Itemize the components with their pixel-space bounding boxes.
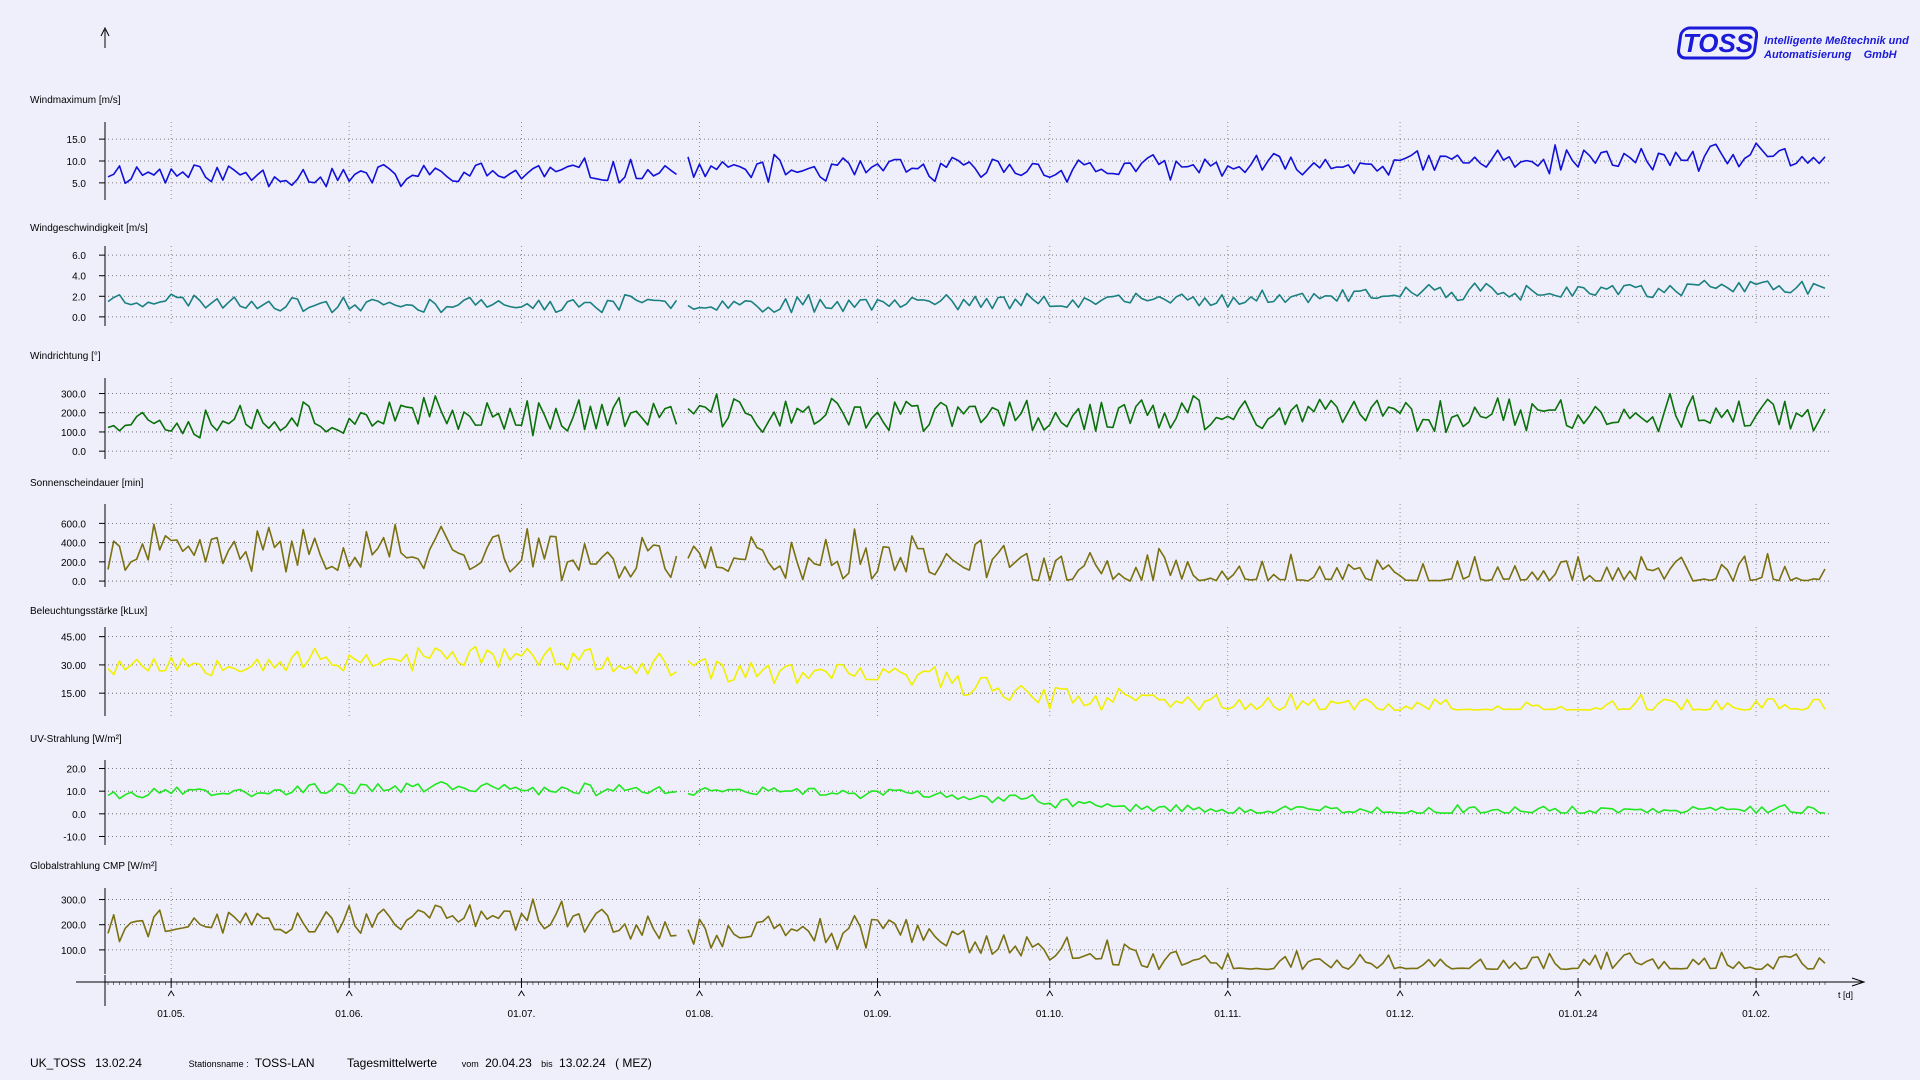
series-line-segment-1 — [107, 780, 677, 800]
x-axis-arrow-icon — [1851, 977, 1866, 987]
y-tick-label: 30.00 — [61, 661, 86, 672]
from-date: 20.04.23 — [485, 1056, 532, 1070]
y-tick-label: 15.00 — [61, 689, 86, 700]
logo-tagline: Intelligente Meßtechnik und Automatisier… — [1764, 34, 1909, 62]
series-line-segment-1 — [107, 523, 678, 582]
caret-up-icon — [167, 990, 175, 997]
footer-info: UK_TOSS 13.02.24 Stationsname : TOSS-LAN… — [30, 1056, 658, 1070]
caret-up-icon — [696, 990, 703, 997]
x-tick-label: 01.06. — [335, 1009, 363, 1020]
y-tick-label: 300.0 — [61, 390, 86, 401]
logo-brand: TOSS — [1683, 28, 1754, 58]
series-line-segment-1 — [107, 645, 677, 677]
x-tick-label: 01.10. — [1036, 1009, 1064, 1020]
caret-up-icon — [1396, 990, 1404, 997]
series-line-segment-2 — [687, 786, 1826, 814]
x-tick-label: 01.12. — [1386, 1009, 1414, 1020]
y-tick-label: 0.0 — [72, 447, 86, 458]
caret-up-icon — [874, 990, 881, 997]
logo-tagline-line2: Automatisierung GmbH — [1764, 49, 1897, 61]
y-tick-label: 10.0 — [67, 787, 87, 798]
to-date: 13.02.24 — [559, 1056, 606, 1070]
panel-title: Windmaximum [m/s] — [30, 95, 121, 106]
panel-6: UV-Strahlung [W/m²] -10.0 0.0 10.0 20.0 — [30, 734, 1832, 845]
panel-7: Globalstrahlung CMP [W/m²] 100.0 200.0 300.… — [30, 861, 1832, 974]
series-line-segment-2 — [687, 528, 1826, 582]
y-tick-label: 6.0 — [72, 251, 86, 262]
panel-title: Beleuchtungsstärke [kLux] — [30, 606, 148, 617]
x-axis: t [d] 01.05. 01.06. 01.07. 01.08. 01.09. 01.10… — [76, 975, 1866, 1020]
y-tick-label: 600.0 — [61, 519, 86, 530]
y-tick-label: 100.0 — [61, 946, 86, 957]
y-tick-label: 300.0 — [61, 896, 86, 907]
panel-2: Windgeschwindigkeit [m/s] 0.0 2.0 4.0 6.0 — [30, 223, 1832, 326]
panel-title: Globalstrahlung CMP [W/m²] — [30, 861, 157, 872]
y-tick-label: 45.00 — [61, 633, 86, 644]
series-line-segment-2 — [687, 279, 1826, 314]
y-tick-label: 15.0 — [67, 135, 87, 146]
caret-up-icon — [1046, 990, 1054, 997]
chart-panels: Windmaximum [m/s] 5.0 10.0 15.0 Windgeschwin… — [30, 95, 1832, 974]
y-tick-label: 200.0 — [61, 409, 86, 420]
x-tick-label: 01.08. — [686, 1009, 714, 1020]
y-tick-label: 10.0 — [67, 157, 87, 168]
panel-1: Windmaximum [m/s] 5.0 10.0 15.0 — [30, 95, 1832, 200]
timezone-label: ( MEZ) — [615, 1056, 652, 1070]
panel-title: Sonnenscheindauer [min] — [30, 478, 144, 489]
panel-4: Sonnenscheindauer [min] 0.0 200.0 400.0 600.… — [30, 478, 1832, 588]
x-tick-label: 01.05. — [157, 1009, 185, 1020]
y-tick-label: 0.0 — [72, 577, 86, 588]
x-tick-label: 01.09. — [864, 1009, 892, 1020]
series-line-segment-1 — [107, 898, 677, 943]
arrow-up-icon — [100, 26, 110, 48]
panel-5: Beleuchtungsstärke [kLux] 15.00 30.00 45.00 — [30, 606, 1832, 716]
y-tick-label: -10.0 — [63, 832, 86, 843]
series-line-segment-1 — [107, 157, 677, 188]
y-tick-label: 0.0 — [72, 810, 86, 821]
y-tick-label: 0.0 — [72, 313, 86, 324]
y-tick-label: 4.0 — [72, 272, 86, 283]
panel-title: Windrichtung [°] — [30, 351, 101, 362]
toss-logo: TOSS — [1676, 26, 1759, 60]
station-id: UK_TOSS — [30, 1056, 86, 1070]
caret-up-icon — [1752, 990, 1760, 997]
caret-up-icon — [345, 990, 353, 997]
series-line-segment-2 — [687, 658, 1826, 711]
y-tick-label: 200.0 — [61, 921, 86, 932]
caret-up-icon — [518, 990, 525, 997]
x-axis-label: t [d] — [1838, 990, 1853, 1000]
series-line-segment-2 — [687, 142, 1826, 183]
print-date: 13.02.24 — [95, 1056, 142, 1070]
series-line-segment-2 — [687, 392, 1826, 434]
x-tick-label: 01.01.24 — [1559, 1009, 1598, 1020]
y-tick-label: 400.0 — [61, 539, 86, 550]
panel-title: UV-Strahlung [W/m²] — [30, 734, 122, 745]
caret-up-icon — [1574, 990, 1582, 997]
logo-tagline-line1: Intelligente Meßtechnik und — [1764, 35, 1909, 47]
panel-title: Windgeschwindigkeit [m/s] — [30, 223, 148, 234]
from-label: vom — [461, 1059, 479, 1069]
series-line-segment-1 — [107, 395, 678, 439]
x-tick-label: 01.11. — [1214, 1009, 1241, 1020]
y-tick-label: 200.0 — [61, 558, 86, 569]
panel-3: Windrichtung [°] 0.0 100.0 200.0 300.0 — [30, 351, 1832, 459]
x-tick-label: 01.07. — [508, 1009, 536, 1020]
station-name: TOSS-LAN — [254, 1056, 315, 1070]
y-tick-label: 20.0 — [67, 765, 87, 776]
y-tick-label: 2.0 — [72, 292, 86, 303]
station-name-label: Stationsname : — [188, 1059, 249, 1069]
y-tick-label: 5.0 — [72, 179, 86, 190]
x-tick-label: 01.02. — [1742, 1009, 1770, 1020]
to-label: bis — [541, 1059, 553, 1069]
series-line-segment-1 — [107, 293, 678, 314]
y-tick-label: 100.0 — [61, 428, 86, 439]
mode-label: Tagesmittelwerte — [347, 1056, 438, 1070]
caret-up-icon — [1224, 990, 1232, 997]
series-line-segment-2 — [687, 914, 1826, 971]
